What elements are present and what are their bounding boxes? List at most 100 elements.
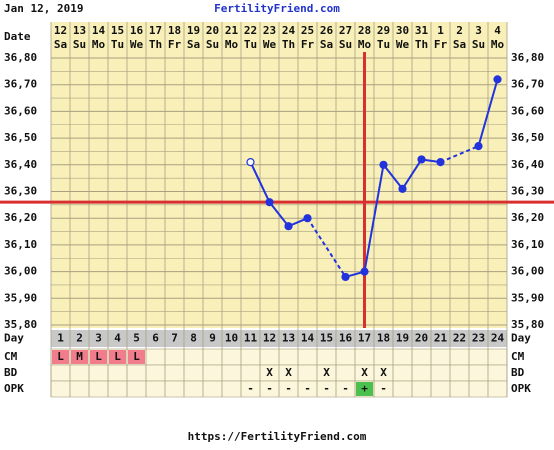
date: 13 [73, 24, 86, 37]
date: 30 [396, 24, 409, 37]
weekday: Th [282, 38, 295, 51]
row-label-right: BD [511, 366, 525, 379]
cycle-day: 4 [114, 332, 121, 345]
date: 4 [494, 24, 501, 37]
temp-segment [306, 217, 347, 278]
temp-point [265, 198, 274, 207]
temp-segment [268, 201, 290, 227]
cycle-day: 10 [225, 332, 238, 345]
cell-value: X [285, 366, 292, 379]
weekday: Su [73, 38, 86, 51]
site-link[interactable]: FertilityFriend.com [214, 2, 340, 15]
weekday: Su [472, 38, 485, 51]
weekday: Mo [92, 38, 106, 51]
date: 12 [54, 24, 67, 37]
date: 17 [149, 24, 162, 37]
y-tick-label: 36,50 [4, 131, 37, 144]
date: 22 [244, 24, 257, 37]
cell-value: L [95, 350, 102, 363]
weekday: Sa [320, 38, 333, 51]
y-tick-label-right: 36,10 [511, 238, 544, 251]
cycle-day: 24 [491, 332, 505, 345]
cycle-day: 22 [453, 332, 466, 345]
row-label: BD [4, 366, 18, 379]
cycle-day: 16 [339, 332, 353, 345]
weekday: Su [339, 38, 352, 51]
cell-value: X [361, 366, 368, 379]
row-label-right: OPK [511, 382, 531, 395]
y-tick-label: 35,80 [4, 318, 37, 331]
weekday: Mo [358, 38, 372, 51]
cell-value: - [380, 382, 387, 395]
weekday: Tu [111, 38, 124, 51]
cell-value: X [323, 366, 330, 379]
y-tick-label: 36,40 [4, 158, 37, 171]
cycle-day: 1 [57, 332, 64, 345]
date: 29 [377, 24, 390, 37]
cycle-day: 6 [152, 332, 159, 345]
temp-point [417, 155, 426, 164]
cycle-day: 19 [396, 332, 409, 345]
row-label: CM [4, 350, 18, 363]
weekday: Th [149, 38, 162, 51]
cell-value: - [323, 382, 330, 395]
row-label-right: CM [511, 350, 525, 363]
date: 2 [456, 24, 463, 37]
cell-value: - [266, 382, 273, 395]
cell-value: X [266, 366, 273, 379]
weekday: We [130, 38, 144, 51]
temp-segment [477, 79, 499, 147]
date: 28 [358, 24, 371, 37]
weekday: Sa [453, 38, 466, 51]
chart-date: Jan 12, 2019 [4, 2, 83, 15]
date: 24 [282, 24, 296, 37]
cycle-day: 12 [263, 332, 276, 345]
temp-point [493, 75, 502, 84]
y-tick-label-right: 36,30 [511, 185, 544, 198]
date: 14 [92, 24, 106, 37]
date: 3 [475, 24, 482, 37]
y-tick-label-right: 36,60 [511, 104, 544, 117]
day-label-right: Day [511, 332, 531, 345]
y-tick-label: 36,70 [4, 78, 37, 91]
cycle-day: 3 [95, 332, 102, 345]
cycle-day: 7 [171, 332, 178, 345]
temp-segment [363, 164, 385, 272]
footer-link[interactable]: https://FertilityFriend.com [188, 430, 367, 443]
cycle-day: 9 [209, 332, 216, 345]
date: 21 [225, 24, 239, 37]
temp-segment [382, 164, 404, 190]
y-tick-label: 35,90 [4, 291, 37, 304]
weekday: Su [206, 38, 219, 51]
date: 1 [437, 24, 444, 37]
date: 15 [111, 24, 124, 37]
temp-segment [401, 158, 423, 190]
cell-value: + [361, 382, 368, 395]
date: 26 [320, 24, 334, 37]
date: 23 [263, 24, 276, 37]
y-tick-label: 36,60 [4, 104, 37, 117]
weekday: Sa [187, 38, 200, 51]
temp-point [246, 158, 255, 167]
cell-highlight [109, 350, 126, 364]
date: 31 [415, 24, 429, 37]
cell-highlight [71, 350, 88, 364]
cycle-day: 11 [244, 332, 258, 345]
temp-point [284, 222, 293, 231]
y-tick-label-right: 36,80 [511, 51, 544, 64]
temp-point [474, 142, 483, 151]
day-label: Day [4, 332, 24, 345]
cell-value: L [57, 350, 64, 363]
date: 19 [187, 24, 200, 37]
y-tick-label: 36,20 [4, 211, 37, 224]
y-tick-label: 36,10 [4, 238, 37, 251]
date: 16 [130, 24, 144, 37]
y-tick-label-right: 36,20 [511, 211, 544, 224]
date: 18 [168, 24, 181, 37]
y-tick-label-right: 35,80 [511, 318, 544, 331]
y-tick-label-right: 36,40 [511, 158, 544, 171]
weekday: Fr [168, 38, 182, 51]
cell-value: - [285, 382, 292, 395]
weekday: Tu [377, 38, 390, 51]
